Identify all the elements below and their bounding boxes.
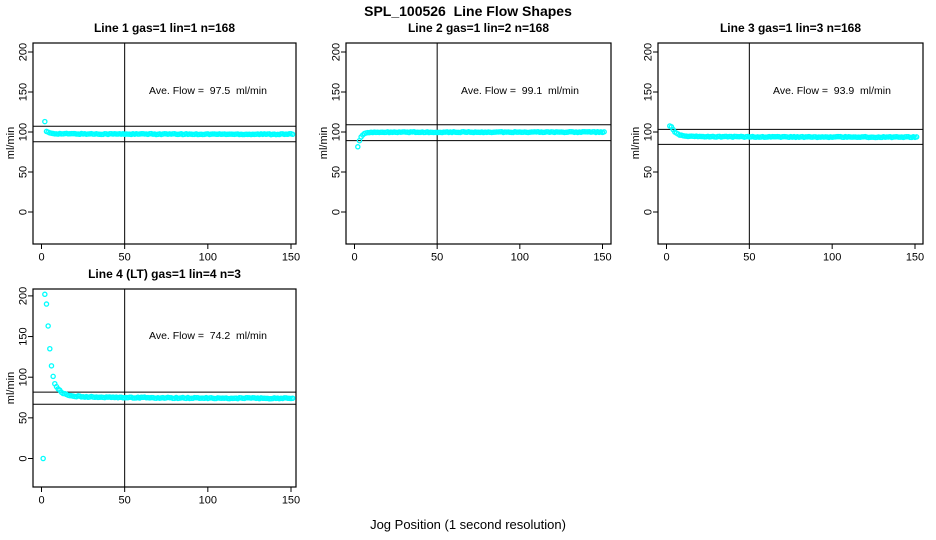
y-tick-label: 200 — [642, 43, 654, 61]
subplot-4-axes: 0 50 100 150 0 50 100 150 200 — [17, 287, 300, 507]
y-tick-label: 0 — [642, 209, 654, 215]
y-tick-label: 50 — [17, 412, 29, 424]
data-point — [355, 144, 361, 150]
y-tick-label: 100 — [17, 368, 29, 386]
data-point — [289, 395, 296, 401]
data-point — [47, 345, 53, 352]
x-tick-label: 0 — [663, 252, 669, 264]
data-point — [48, 363, 55, 369]
data-point — [601, 129, 607, 135]
subplot-1-points — [42, 118, 296, 138]
x-tick-label: 100 — [511, 252, 529, 264]
subplot-1: 0 50 100 150 0 50 100 150 200 — [17, 42, 300, 264]
y-tick-label: 200 — [330, 43, 342, 61]
data-point — [45, 323, 51, 329]
y-tick-label: 0 — [17, 209, 29, 215]
x-tick-label: 150 — [906, 252, 924, 264]
x-tick-label: 50 — [119, 495, 131, 507]
y-tick-label: 100 — [642, 123, 654, 141]
subplot-4-box — [32, 288, 297, 488]
subplot-3-points — [667, 123, 920, 141]
data-point — [40, 455, 46, 462]
subplot-2-axes: 0 50 100 150 0 50 100 150 200 — [330, 43, 611, 264]
subplot-4-ylabel: ml/min — [5, 371, 17, 405]
x-tick-label: 100 — [823, 252, 841, 264]
subplot-4-title: Line 4 (LT) gas=1 lin=4 n=3 — [88, 267, 241, 281]
subplot-2-points — [355, 128, 607, 150]
x-axis-label: Jog Position (1 second resolution) — [370, 517, 566, 532]
y-tick-label: 200 — [17, 43, 29, 61]
x-tick-label: 50 — [119, 252, 131, 264]
subplot-4: 0 50 100 150 0 50 100 150 200 — [17, 287, 300, 507]
x-tick-label: 100 — [199, 252, 217, 264]
subplot-1-axes: 0 50 100 150 0 50 100 150 200 — [17, 43, 300, 264]
x-tick-label: 100 — [199, 495, 217, 507]
y-tick-label: 0 — [330, 209, 342, 215]
y-tick-label: 50 — [17, 166, 29, 178]
x-tick-label: 150 — [282, 495, 300, 507]
y-tick-label: 150 — [330, 83, 342, 101]
subplot-2-ave-flow-annotation: Ave. Flow = 99.1 ml/min — [461, 85, 579, 97]
x-tick-label: 0 — [351, 252, 357, 264]
subplot-3-box — [657, 42, 924, 245]
subplot-3: 0 50 100 150 0 50 100 150 200 — [642, 42, 924, 264]
data-point — [289, 131, 296, 138]
y-tick-label: 150 — [17, 83, 29, 101]
subplot-2-box — [345, 42, 612, 245]
subplot-3-title: Line 3 gas=1 lin=3 n=168 — [719, 21, 862, 35]
subplot-4-points — [40, 291, 296, 462]
x-tick-label: 50 — [431, 252, 443, 264]
y-tick-label: 0 — [17, 455, 29, 461]
subplot-1-ylabel: ml/min — [5, 126, 17, 160]
y-tick-label: 200 — [17, 287, 29, 305]
data-point — [42, 291, 48, 298]
y-tick-label: 50 — [642, 166, 654, 178]
subplot-2: 0 50 100 150 0 50 100 150 200 — [330, 42, 612, 264]
x-tick-label: 0 — [38, 495, 44, 507]
subplot-2-ylabel: ml/min — [318, 126, 330, 160]
x-tick-label: 0 — [38, 252, 44, 264]
main-title: SPL_100526 Line Flow Shapes — [364, 3, 572, 19]
x-tick-label: 150 — [282, 252, 300, 264]
y-tick-label: 150 — [642, 83, 654, 101]
subplot-1-ave-flow-annotation: Ave. Flow = 97.5 ml/min — [149, 85, 267, 97]
subplot-3-ave-flow-annotation: Ave. Flow = 93.9 ml/min — [773, 85, 891, 97]
subplot-1-box — [32, 42, 297, 245]
data-point — [913, 134, 920, 140]
subplot-4-ave-flow-annotation: Ave. Flow = 74.2 ml/min — [149, 330, 267, 342]
y-tick-label: 50 — [330, 166, 342, 178]
x-tick-label: 50 — [743, 252, 755, 264]
x-tick-label: 150 — [593, 252, 611, 264]
subplot-3-ylabel: ml/min — [630, 126, 642, 160]
data-point — [42, 118, 48, 125]
subplot-3-axes: 0 50 100 150 0 50 100 150 200 — [642, 43, 924, 264]
data-point — [50, 373, 56, 380]
data-point — [43, 301, 50, 307]
y-tick-label: 100 — [17, 123, 29, 141]
subplot-1-title: Line 1 gas=1 lin=1 n=168 — [93, 21, 236, 35]
y-tick-label: 100 — [330, 123, 342, 141]
subplot-2-title: Line 2 gas=1 lin=2 n=168 — [407, 21, 550, 35]
y-tick-label: 150 — [17, 327, 29, 345]
